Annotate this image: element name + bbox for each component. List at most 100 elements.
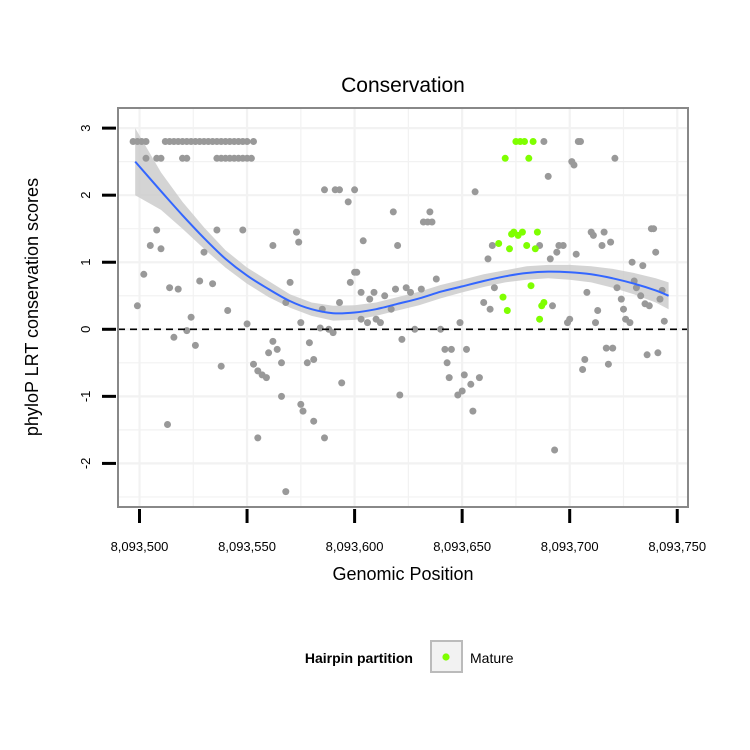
data-point-other <box>540 138 548 145</box>
data-point-other <box>460 371 468 379</box>
data-point-other <box>639 262 647 270</box>
data-point-other <box>458 387 466 395</box>
data-point-other <box>389 208 397 216</box>
data-point-other <box>191 341 199 349</box>
x-tick-label: 8,093,700 <box>541 539 599 554</box>
data-point-other <box>447 345 455 353</box>
data-point-other <box>364 319 371 327</box>
data-point-mature <box>531 245 539 253</box>
data-point-other <box>297 400 305 408</box>
data-point-other <box>579 366 587 373</box>
data-point-other <box>273 345 281 353</box>
data-point-other <box>243 320 251 328</box>
data-point-other <box>357 288 365 296</box>
data-point-other <box>217 362 225 370</box>
x-tick-label: 8,093,750 <box>648 539 706 554</box>
data-point-other <box>572 250 580 258</box>
data-point-mature <box>501 154 509 162</box>
data-point-other <box>637 292 645 300</box>
data-point-other <box>463 345 470 353</box>
data-point-mature <box>525 154 533 162</box>
data-point-other <box>250 360 257 368</box>
data-point-other <box>336 186 343 194</box>
data-point-mature <box>518 228 526 236</box>
data-point-other <box>247 154 255 162</box>
data-point-other <box>370 288 378 296</box>
data-point-other <box>443 359 451 367</box>
data-point-other <box>589 231 597 239</box>
data-point-other <box>316 324 324 332</box>
data-point-mature <box>506 245 513 253</box>
data-point-other <box>164 421 171 428</box>
y-tick-label: -2 <box>78 458 93 470</box>
data-point-other <box>392 285 399 293</box>
data-point-other <box>278 392 285 400</box>
smooth-fit-line <box>134 160 669 315</box>
data-point-other <box>480 299 488 306</box>
data-point-other <box>467 380 475 388</box>
data-point-other <box>445 374 453 382</box>
data-point-other <box>321 186 328 194</box>
data-point-other <box>351 186 359 194</box>
data-point-other <box>142 154 150 162</box>
data-point-other <box>570 161 578 169</box>
data-point-other <box>303 359 311 367</box>
data-point-other <box>475 374 483 382</box>
data-point-other <box>432 275 440 283</box>
x-tick-label: 8,093,650 <box>433 539 491 554</box>
data-point-other <box>329 329 337 337</box>
data-point-other <box>376 319 384 327</box>
data-point-other <box>490 284 498 292</box>
x-tick-label: 8,093,500 <box>111 539 169 554</box>
data-point-other <box>600 228 608 236</box>
data-point-other <box>224 307 232 314</box>
data-point-other <box>604 360 612 368</box>
data-point-other <box>592 319 599 327</box>
data-point-other <box>643 351 651 359</box>
data-point-other <box>488 242 496 249</box>
data-point-other <box>239 226 247 234</box>
data-point-other <box>544 172 552 180</box>
y-tick-label: 0 <box>78 326 93 333</box>
data-point-other <box>310 417 318 425</box>
data-point-other <box>269 242 277 249</box>
data-point-other <box>546 255 554 263</box>
data-point-mature <box>503 307 511 314</box>
data-point-other <box>299 407 307 415</box>
points-layer <box>129 138 668 496</box>
data-point-other <box>441 345 449 353</box>
y-tick-label: -1 <box>78 391 93 403</box>
legend: Hairpin partition Mature <box>305 640 514 673</box>
data-point-other <box>486 305 494 313</box>
data-point-other <box>183 327 191 335</box>
data-point-other <box>611 154 619 162</box>
data-point-other <box>336 299 343 306</box>
y-axis-title: phyloP LRT conservation scores <box>22 178 42 436</box>
data-point-other <box>209 280 217 288</box>
data-point-other <box>628 258 636 266</box>
data-point-other <box>321 434 328 442</box>
data-point-other <box>338 379 346 387</box>
data-point-other <box>469 407 477 415</box>
data-point-other <box>278 359 285 367</box>
data-point-other <box>551 446 559 454</box>
y-tick-label: 3 <box>78 124 93 131</box>
legend-label-mature: Mature <box>470 650 514 666</box>
data-point-other <box>310 356 318 363</box>
data-point-other <box>140 270 148 278</box>
y-axis: -2 -1 0 1 2 3 <box>78 124 116 469</box>
x-axis-title: Genomic Position <box>332 564 473 584</box>
x-tick-label: 8,093,600 <box>326 539 384 554</box>
data-point-other <box>166 284 174 292</box>
data-point-other <box>652 248 660 256</box>
data-point-other <box>396 391 404 399</box>
x-axis: 8,093,500 8,093,550 8,093,600 8,093,650 8,09… <box>111 509 706 554</box>
data-point-other <box>213 226 221 234</box>
data-point-other <box>609 344 617 352</box>
data-point-other <box>265 349 273 357</box>
data-point-other <box>381 292 389 300</box>
data-point-mature <box>533 228 541 236</box>
data-point-other <box>602 344 610 352</box>
data-point-other <box>297 319 305 327</box>
